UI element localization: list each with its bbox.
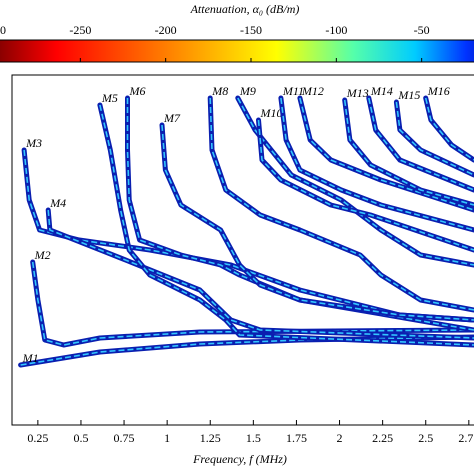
mode-label: M13 <box>346 86 369 100</box>
x-tick-label: 1 <box>164 431 170 445</box>
mode-label: M5 <box>101 91 118 105</box>
colorbar-tick-label: -250 <box>69 23 91 37</box>
mode-label: M11 <box>282 84 304 98</box>
colorbar-tick-label: -100 <box>325 23 347 37</box>
mode-curve <box>256 117 474 253</box>
mode-curve-core <box>299 97 474 211</box>
colorbar-tick-label: -300 <box>0 23 6 37</box>
mode-label: M2 <box>34 248 51 262</box>
mode-label: M15 <box>397 88 420 102</box>
mode-curve <box>423 95 474 163</box>
colorbar-tick-label: -200 <box>155 23 177 37</box>
x-axis-label: Frequency, f (MHz) <box>192 452 287 466</box>
x-tick-label: 0.75 <box>114 431 135 445</box>
colorbar-tick-label: -50 <box>414 23 430 37</box>
mode-curve <box>21 147 474 323</box>
mode-curve-core <box>161 124 474 321</box>
mode-curve-core <box>343 99 474 206</box>
x-tick-label: 2.5 <box>418 431 433 445</box>
mode-curve-core <box>31 261 474 346</box>
mode-curve-core <box>237 97 474 266</box>
x-tick-label: 1.5 <box>246 431 261 445</box>
x-tick-label: 0.5 <box>73 431 88 445</box>
mode-curve-core <box>47 209 474 339</box>
mode-curve-core <box>257 119 474 251</box>
mode-label: M9 <box>239 84 256 98</box>
mode-curve-core <box>99 104 474 346</box>
mode-curve-core <box>424 97 474 161</box>
mode-curve <box>278 95 474 233</box>
x-tick-label: 2.75 <box>458 431 474 445</box>
plot-area: 0.25 0.5 0.75 1 1.25 1.5 1.75 2 2.25 2.5 2.75 M1 M2 M… <box>11 74 474 445</box>
colorbar-gradient <box>0 39 474 63</box>
mode-label: M8 <box>211 84 228 98</box>
mode-curve-core <box>209 97 474 311</box>
mode-label: M3 <box>25 136 42 150</box>
x-tick-label: 2 <box>337 431 343 445</box>
mode-label: M10 <box>260 106 283 120</box>
colorbar-tick-label: -150 <box>240 23 262 37</box>
mode-curve <box>366 95 474 193</box>
colorbar: -300 -250 -200 -150 -100 -50 <box>0 23 474 63</box>
colorbar-label: Attenuation, α₀ (dB/m) <box>190 2 300 16</box>
x-tick-label: 1.75 <box>286 431 307 445</box>
mode-curve-core <box>23 149 474 321</box>
mode-label: M6 <box>129 84 146 98</box>
mode-label: M12 <box>301 84 324 98</box>
mode-curve-core <box>395 101 474 176</box>
x-tick-label: 0.25 <box>27 431 48 445</box>
mode-label: M14 <box>370 84 393 98</box>
x-tick-label: 2.25 <box>372 431 393 445</box>
mode-label: M1 <box>22 351 39 365</box>
mode-label: M4 <box>49 196 66 210</box>
mode-label: M16 <box>427 84 450 98</box>
mode-label: M7 <box>163 111 181 125</box>
plot-frame <box>11 74 474 426</box>
x-tick-label: 1.25 <box>200 431 221 445</box>
mode-curve-core <box>368 97 474 191</box>
